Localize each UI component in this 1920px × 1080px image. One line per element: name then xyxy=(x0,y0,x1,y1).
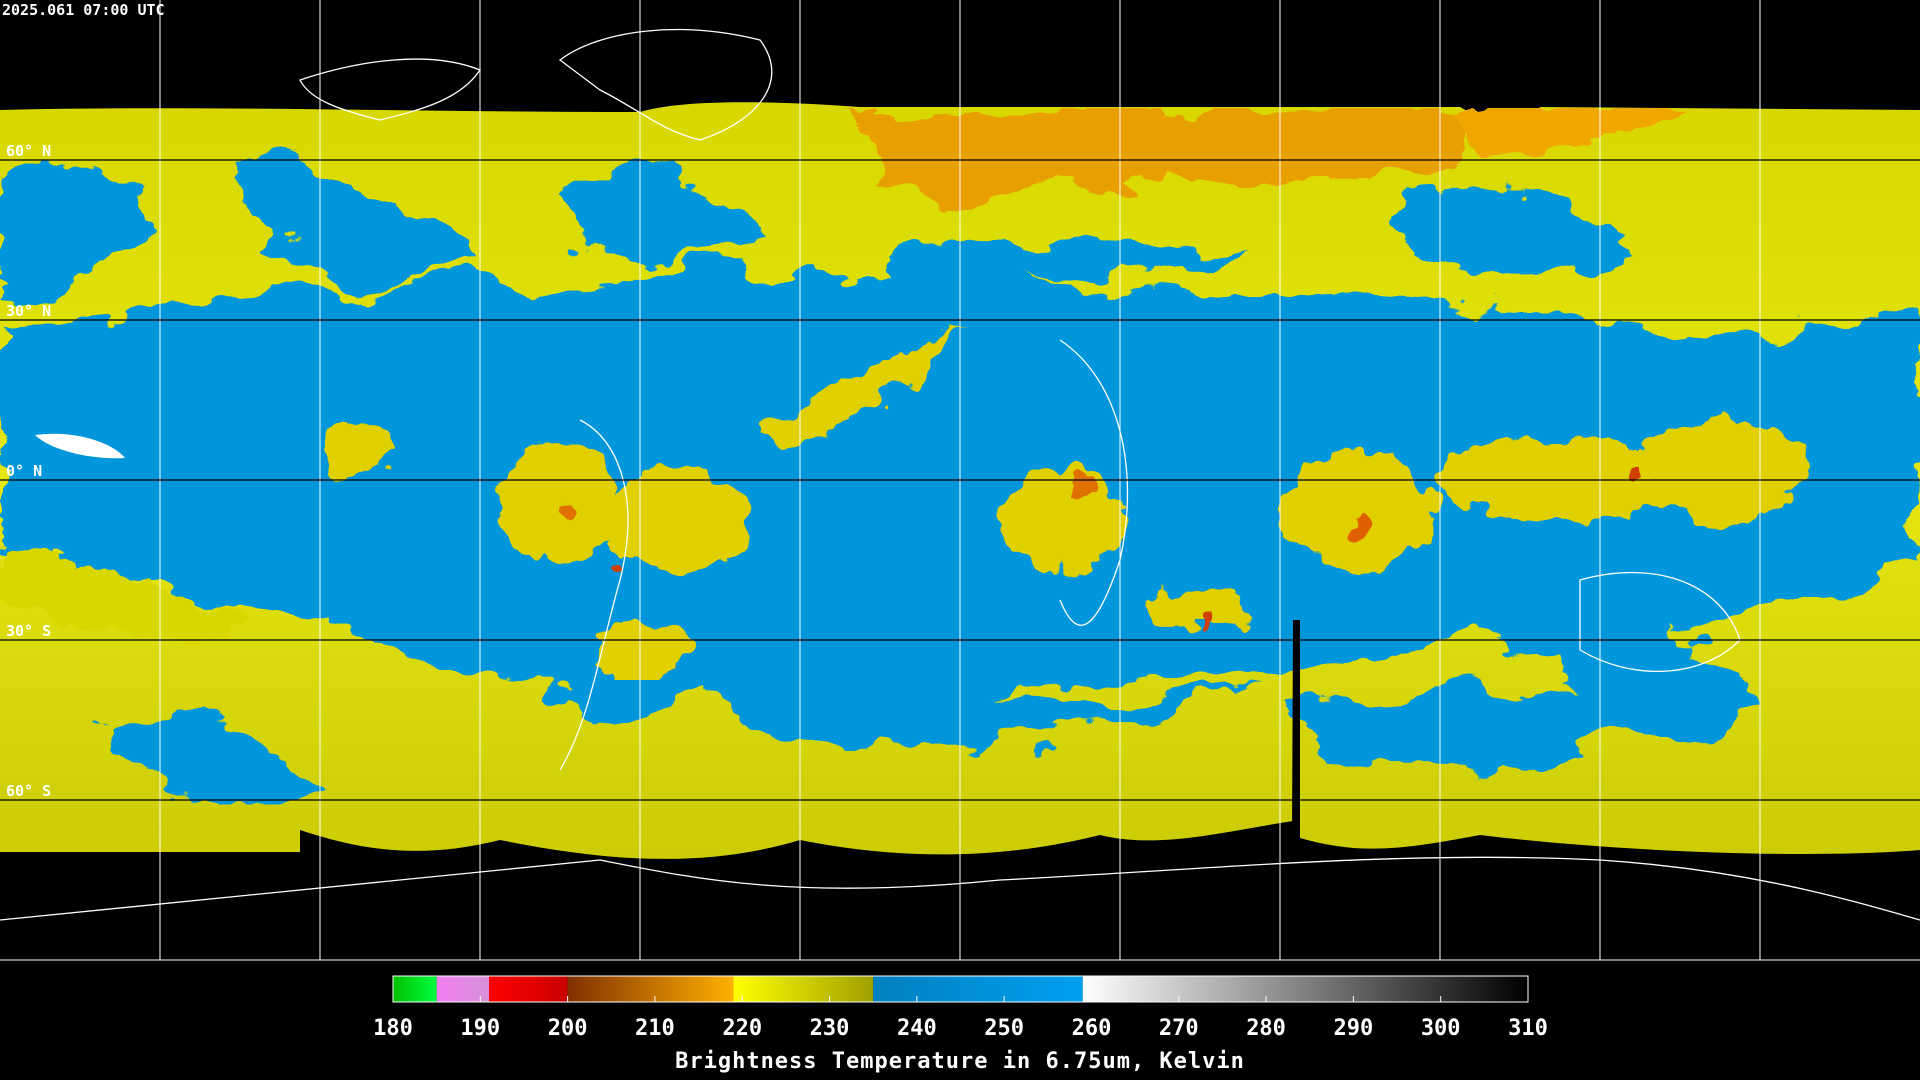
colorbar-segment xyxy=(489,976,568,1002)
lat-label: 30° S xyxy=(6,622,51,640)
lat-label: 0° N xyxy=(6,462,42,480)
colorbar-tick-label: 260 xyxy=(1072,1016,1112,1041)
colorbar-segment xyxy=(1082,976,1528,1002)
colorbar-tick-label: 270 xyxy=(1159,1016,1199,1041)
colorbar-segment xyxy=(393,976,437,1002)
colorbar-segment xyxy=(436,976,490,1002)
colorbar-tick-label: 230 xyxy=(810,1016,850,1041)
colorbar-tick-label: 290 xyxy=(1334,1016,1374,1041)
colorbar-title: Brightness Temperature in 6.75um, Kelvin xyxy=(675,1049,1245,1074)
lat-label: 30° N xyxy=(6,302,51,320)
graticule: 60° N 30° N 0° N 30° S 60° S xyxy=(0,0,1920,961)
lat-label: 60° N xyxy=(6,142,51,160)
colorbar-tick-label: 240 xyxy=(897,1016,937,1041)
colorbar-tick-label: 300 xyxy=(1421,1016,1461,1041)
colorbar-tick-label: 220 xyxy=(722,1016,762,1041)
lat-label: 60° S xyxy=(6,782,51,800)
colorbar-tick-label: 280 xyxy=(1246,1016,1286,1041)
colorbar-tick-label: 250 xyxy=(984,1016,1024,1041)
colorbar: 180 190 200 210 220 230 240 250 260 270 280 290 300 3… xyxy=(373,975,1548,1041)
colorbar-tick-label: 200 xyxy=(548,1016,588,1041)
colorbar-tick-label: 210 xyxy=(635,1016,675,1041)
colorbar-tick-label: 180 xyxy=(373,1016,413,1041)
colorbar-tick-label: 190 xyxy=(460,1016,500,1041)
colorbar-frame xyxy=(392,975,1529,1003)
timestamp: 2025.061 07:00 UTC xyxy=(2,1,165,19)
colorbar-segment xyxy=(873,976,1083,1002)
colorbar-segment xyxy=(733,976,874,1002)
colorbar-segment xyxy=(567,976,734,1002)
colorbar-tick-label: 310 xyxy=(1508,1016,1548,1041)
